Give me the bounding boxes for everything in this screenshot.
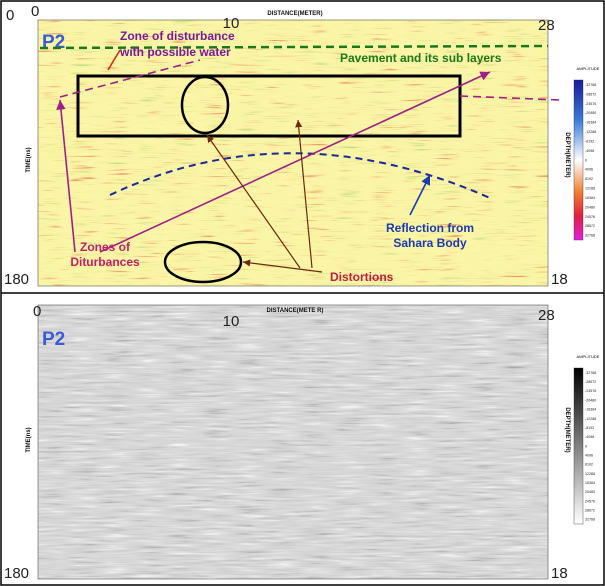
time-end: 180 [4, 271, 29, 288]
distance-mid: 10 [223, 313, 240, 330]
annotation: Distortions [330, 270, 394, 284]
colorbar-ramp [573, 79, 584, 241]
profile-label: P2 [42, 329, 65, 350]
colorbar-label: -32768 [585, 371, 596, 375]
arrow [295, 119, 313, 269]
colorbar-label: 32768 [585, 518, 595, 522]
arrow [206, 134, 301, 269]
colorbar-label: -12288 [585, 417, 596, 421]
colorbar-label: 16384 [585, 481, 595, 485]
colorbar-label: 28672 [585, 509, 595, 513]
water-line [59, 59, 201, 98]
distance-end: 28 [538, 307, 555, 324]
colorbar-label: 16384 [585, 196, 595, 200]
annotation: Zone of disturbance with possible water [119, 29, 235, 59]
colorbar-label: -20480 [585, 398, 596, 402]
panel-bottom: 0 10 28 DISTANCE(METE R) TIME(ns) DEPTH(… [4, 303, 600, 582]
colorbar-label: -28672 [585, 380, 596, 384]
colorbar-label: 4096 [585, 168, 593, 172]
arrow [242, 259, 323, 273]
distance-mid: 10 [223, 15, 240, 32]
time-title: TIME(ns) [26, 427, 32, 452]
distortion-ellipse [163, 240, 243, 284]
colorbar-ramp [573, 367, 584, 525]
distance-title: DISTANCE(METE R) [267, 308, 324, 314]
panel-top: 0 0 10 28 DISTANCE(METER) TIME(ns) DEPTH… [4, 3, 600, 288]
colorbar-label: 0 [585, 444, 587, 448]
time-end: 180 [4, 565, 29, 582]
reflection-arc [109, 152, 491, 199]
distance-end: 28 [538, 17, 555, 34]
colorbar: AMPLITUDE -32768 -28672 -24576 -20480 -16384… [573, 66, 600, 241]
depth-end: 18 [551, 271, 568, 288]
colorbar-label: 24576 [585, 215, 595, 219]
depth-end: 18 [551, 565, 568, 582]
colorbar-label: 20480 [585, 490, 595, 494]
colorbar-label: -28672 [585, 92, 596, 96]
colorbar: AMPLITUDE -32768 -28672 -24576 -20480 -16384… [573, 354, 600, 525]
profile-label: P2 [42, 32, 65, 53]
colorbar-label: -16384 [585, 408, 596, 412]
arrow [56, 99, 76, 253]
annotation: Zones of Diturbances [70, 240, 140, 269]
colorbar-label: 8192 [585, 463, 593, 467]
colorbar-label: -16384 [585, 121, 596, 125]
colorbar-label: -8192 [585, 426, 594, 430]
annotation: Pavement and its sub layers [340, 51, 502, 65]
colorbar-label: 20480 [585, 205, 595, 209]
distance-start: 0 [33, 303, 41, 320]
colorbar-label: -12288 [585, 130, 596, 134]
colorbar-label: -4096 [585, 435, 594, 439]
colorbar-label: -24576 [585, 389, 596, 393]
arrow [99, 71, 491, 253]
colorbar-label: 32768 [585, 234, 595, 238]
colorbar-label: -24576 [585, 102, 596, 106]
disturbance-ellipse [180, 75, 230, 135]
depth-title: DEPTH(METER) [564, 407, 570, 452]
colorbar-title: AMPLITUDE [577, 66, 600, 71]
radargram [38, 305, 548, 579]
distance-title: DISTANCE(METER) [267, 11, 322, 17]
annotation: Reflection from Sahara Body [386, 221, 474, 250]
distance-start: 0 [31, 3, 39, 20]
colorbar-label: 24576 [585, 499, 595, 503]
disturbance-box [76, 74, 462, 138]
colorbar-label: 8192 [585, 177, 593, 181]
colorbar-label: -4096 [585, 149, 594, 153]
colorbar-label: 0 [585, 158, 587, 162]
colorbar-label: 12288 [585, 472, 595, 476]
colorbar-label: -20480 [585, 111, 596, 115]
arrow [409, 174, 431, 216]
depth-title: DEPTH(METER) [564, 132, 570, 177]
time-start: 0 [6, 7, 14, 24]
pavement-line [39, 44, 549, 50]
colorbar-label: -32768 [585, 83, 596, 87]
colorbar-label: -8192 [585, 139, 594, 143]
arrow [107, 49, 121, 71]
time-title: TIME(ns) [26, 147, 32, 172]
colorbar-label: 28672 [585, 224, 595, 228]
colorbar-label: 4096 [585, 453, 593, 457]
water-line-right [459, 95, 561, 101]
radargram-frame [37, 304, 549, 580]
colorbar-label: 12288 [585, 187, 595, 191]
radargram-frame [37, 19, 549, 287]
colorbar-title: AMPLITUDE [577, 354, 600, 359]
